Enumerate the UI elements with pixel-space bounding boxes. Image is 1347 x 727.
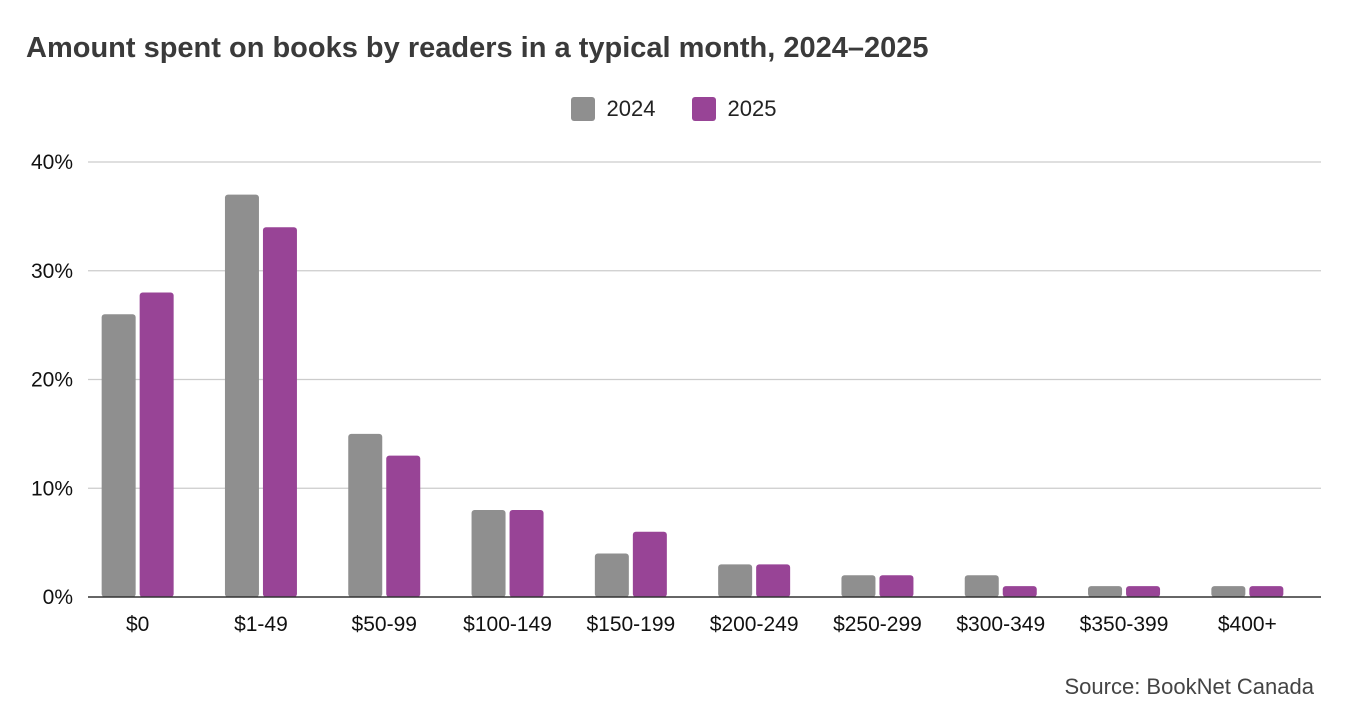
bar-2024 xyxy=(224,194,259,597)
x-tick-label: $1-49 xyxy=(234,613,288,636)
x-tick-label: $50-99 xyxy=(352,613,417,636)
y-tick-label: 30% xyxy=(31,260,73,283)
y-tick-label: 20% xyxy=(31,369,73,392)
bar-2024 xyxy=(101,314,136,597)
legend-entry-2025: 2025 xyxy=(691,96,777,122)
bar-2025 xyxy=(139,292,174,597)
x-tick-label: $350-399 xyxy=(1080,613,1169,636)
bar-2025 xyxy=(509,510,544,597)
bar-2024 xyxy=(1088,586,1123,597)
chart-title: Amount spent on books by readers in a ty… xyxy=(26,32,929,64)
x-tick-label: $300-349 xyxy=(956,613,1045,636)
bar-2024 xyxy=(348,433,383,597)
legend-swatch-2025 xyxy=(691,97,716,121)
bar-2024 xyxy=(718,564,753,597)
bar-2024 xyxy=(594,553,629,597)
bar-2025 xyxy=(879,575,914,597)
bar-2025 xyxy=(1126,586,1161,597)
bar-2025 xyxy=(386,455,421,597)
bar-2024 xyxy=(1211,586,1246,597)
x-tick-label: $200-249 xyxy=(710,613,799,636)
y-tick-label: 10% xyxy=(31,477,73,500)
legend-swatch-2024 xyxy=(570,97,595,121)
bar-2024 xyxy=(964,575,999,597)
bar-2025 xyxy=(262,227,297,597)
bar-2025 xyxy=(1002,586,1037,597)
bar-2024 xyxy=(841,575,876,597)
bar-2025 xyxy=(1249,586,1284,597)
legend-label-2025: 2025 xyxy=(727,96,777,121)
bar-2025 xyxy=(756,564,791,597)
bar-2024 xyxy=(471,510,506,597)
x-tick-label: $400+ xyxy=(1218,613,1277,636)
x-tick-label: $100-149 xyxy=(463,613,552,636)
bar-2025 xyxy=(632,531,667,597)
x-tick-label: $0 xyxy=(126,613,149,636)
legend-label-2024: 2024 xyxy=(606,96,656,121)
legend: 2024 2025 xyxy=(0,94,1347,124)
source-note: Source: BookNet Canada xyxy=(1064,674,1315,699)
legend-entry-2024: 2024 xyxy=(570,96,656,122)
x-tick-label: $150-199 xyxy=(586,613,675,636)
x-tick-label: $250-299 xyxy=(833,613,922,636)
y-tick-label: 40% xyxy=(31,151,73,174)
y-tick-label: 0% xyxy=(43,586,73,609)
